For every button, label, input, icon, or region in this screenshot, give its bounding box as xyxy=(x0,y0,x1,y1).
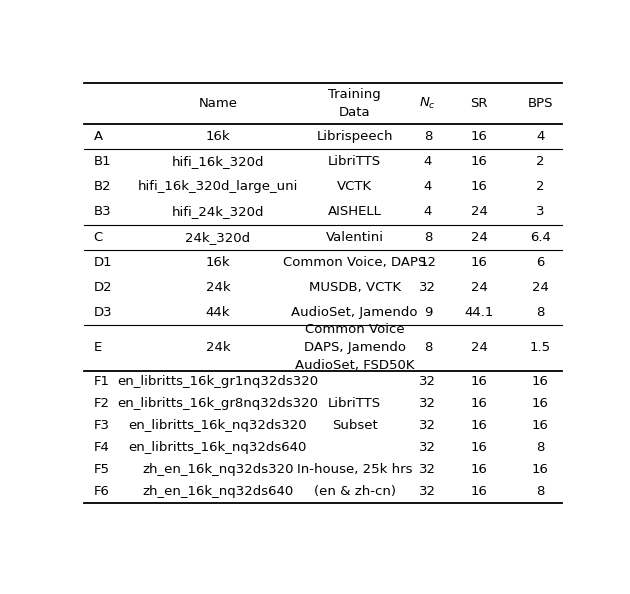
Text: 32: 32 xyxy=(420,397,437,410)
Text: $N_c$: $N_c$ xyxy=(420,96,437,111)
Text: Common Voice, DAPS: Common Voice, DAPS xyxy=(283,256,427,268)
Text: 16: 16 xyxy=(532,419,549,432)
Text: 24: 24 xyxy=(471,342,488,355)
Text: hifi_16k_320d: hifi_16k_320d xyxy=(171,155,264,168)
Text: 32: 32 xyxy=(420,441,437,454)
Text: Subset: Subset xyxy=(332,419,377,432)
Text: 24k: 24k xyxy=(205,342,230,355)
Text: 1.5: 1.5 xyxy=(530,342,551,355)
Text: 16k: 16k xyxy=(205,256,230,268)
Text: en_libritts_16k_gr1nq32ds320: en_libritts_16k_gr1nq32ds320 xyxy=(117,375,318,388)
Text: 8: 8 xyxy=(423,230,432,244)
Text: B2: B2 xyxy=(93,180,111,193)
Text: 9: 9 xyxy=(423,306,432,319)
Text: 8: 8 xyxy=(423,130,432,143)
Text: 6.4: 6.4 xyxy=(530,230,551,244)
Text: 16: 16 xyxy=(532,375,549,388)
Text: hifi_24k_320d: hifi_24k_320d xyxy=(171,206,264,219)
Text: BPS: BPS xyxy=(527,97,553,110)
Text: B1: B1 xyxy=(93,155,111,168)
Text: Valentini: Valentini xyxy=(326,230,384,244)
Text: 32: 32 xyxy=(420,419,437,432)
Text: F4: F4 xyxy=(93,441,109,454)
Text: D1: D1 xyxy=(93,256,112,268)
Text: F6: F6 xyxy=(93,485,109,498)
Text: F2: F2 xyxy=(93,397,110,410)
Text: zh_en_16k_nq32ds320: zh_en_16k_nq32ds320 xyxy=(142,463,294,476)
Text: Librispeech: Librispeech xyxy=(316,130,393,143)
Text: en_libritts_16k_nq32ds320: en_libritts_16k_nq32ds320 xyxy=(129,419,307,432)
Text: 16: 16 xyxy=(471,485,488,498)
Text: SR: SR xyxy=(471,97,488,110)
Text: A: A xyxy=(93,130,103,143)
Text: 4: 4 xyxy=(423,155,432,168)
Text: LibriTTS: LibriTTS xyxy=(328,155,381,168)
Text: (en & zh-cn): (en & zh-cn) xyxy=(314,485,396,498)
Text: 16: 16 xyxy=(471,155,488,168)
Text: 16: 16 xyxy=(471,130,488,143)
Text: 16: 16 xyxy=(471,375,488,388)
Text: 16: 16 xyxy=(471,180,488,193)
Text: 16: 16 xyxy=(471,397,488,410)
Text: D2: D2 xyxy=(93,281,112,294)
Text: 32: 32 xyxy=(420,375,437,388)
Text: E: E xyxy=(93,342,101,355)
Text: hifi_16k_320d_large_uni: hifi_16k_320d_large_uni xyxy=(138,180,298,193)
Text: 44k: 44k xyxy=(205,306,230,319)
Text: LibriTTS: LibriTTS xyxy=(328,397,381,410)
Text: 4: 4 xyxy=(423,206,432,219)
Text: VCTK: VCTK xyxy=(337,180,372,193)
Text: 24: 24 xyxy=(532,281,549,294)
Text: 16: 16 xyxy=(471,441,488,454)
Text: 24k: 24k xyxy=(205,281,230,294)
Text: 2: 2 xyxy=(536,155,544,168)
Text: C: C xyxy=(93,230,103,244)
Text: 16k: 16k xyxy=(205,130,230,143)
Text: 2: 2 xyxy=(536,180,544,193)
Text: 32: 32 xyxy=(420,463,437,476)
Text: F1: F1 xyxy=(93,375,110,388)
Text: zh_en_16k_nq32ds640: zh_en_16k_nq32ds640 xyxy=(142,485,294,498)
Text: D3: D3 xyxy=(93,306,112,319)
Text: MUSDB, VCTK: MUSDB, VCTK xyxy=(309,281,401,294)
Text: 3: 3 xyxy=(536,206,544,219)
Text: 12: 12 xyxy=(420,256,437,268)
Text: en_libritts_16k_nq32ds640: en_libritts_16k_nq32ds640 xyxy=(129,441,307,454)
Text: 32: 32 xyxy=(420,281,437,294)
Text: Name: Name xyxy=(198,97,238,110)
Text: 32: 32 xyxy=(420,485,437,498)
Text: 4: 4 xyxy=(423,180,432,193)
Text: en_libritts_16k_gr8nq32ds320: en_libritts_16k_gr8nq32ds320 xyxy=(117,397,318,410)
Text: AudioSet, Jamendo: AudioSet, Jamendo xyxy=(291,306,418,319)
Text: AISHELL: AISHELL xyxy=(328,206,382,219)
Text: 16: 16 xyxy=(471,463,488,476)
Text: 8: 8 xyxy=(536,306,544,319)
Text: 24: 24 xyxy=(471,281,488,294)
Text: 44.1: 44.1 xyxy=(464,306,494,319)
Text: Training
Data: Training Data xyxy=(328,88,381,119)
Text: 16: 16 xyxy=(471,256,488,268)
Text: 24: 24 xyxy=(471,206,488,219)
Text: F3: F3 xyxy=(93,419,110,432)
Text: F5: F5 xyxy=(93,463,110,476)
Text: 6: 6 xyxy=(536,256,544,268)
Text: 16: 16 xyxy=(471,419,488,432)
Text: 24k_320d: 24k_320d xyxy=(185,230,251,244)
Text: 16: 16 xyxy=(532,463,549,476)
Text: 4: 4 xyxy=(536,130,544,143)
Text: In-house, 25k hrs: In-house, 25k hrs xyxy=(297,463,413,476)
Text: 8: 8 xyxy=(423,342,432,355)
Text: Common Voice
DAPS, Jamendo
AudioSet, FSD50K: Common Voice DAPS, Jamendo AudioSet, FSD… xyxy=(295,324,415,372)
Text: 16: 16 xyxy=(532,397,549,410)
Text: B3: B3 xyxy=(93,206,111,219)
Text: 8: 8 xyxy=(536,441,544,454)
Text: 8: 8 xyxy=(536,485,544,498)
Text: 24: 24 xyxy=(471,230,488,244)
